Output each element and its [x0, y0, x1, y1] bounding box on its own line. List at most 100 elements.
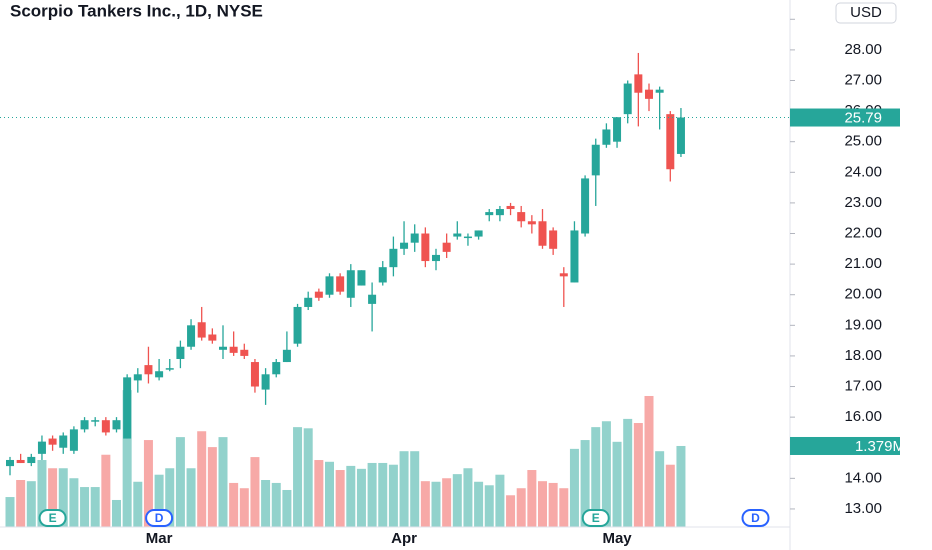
candle-body	[463, 236, 472, 239]
volume-bar	[676, 445, 686, 527]
volume-bar	[495, 474, 505, 527]
candle-body	[250, 362, 259, 387]
candle-body	[155, 371, 164, 378]
volume-bar	[665, 464, 675, 527]
candle-body	[378, 267, 387, 283]
candle-body	[219, 346, 227, 350]
volume-bar	[388, 464, 398, 527]
volume-bar	[58, 468, 68, 527]
candle-body	[80, 420, 89, 430]
volume-bar	[80, 487, 90, 527]
candle-body	[453, 233, 462, 237]
candle-body	[655, 89, 664, 93]
volume-bar	[346, 465, 356, 527]
candle-body	[27, 456, 36, 464]
candle-body	[91, 420, 100, 422]
volume-bar	[48, 468, 58, 527]
candle-body	[336, 276, 345, 292]
candle-body	[389, 248, 398, 268]
candle-body	[101, 420, 110, 433]
title-bg	[2, 0, 422, 24]
candle-body	[133, 374, 142, 381]
candle-body	[261, 374, 270, 390]
candle-body	[293, 306, 302, 344]
volume-label: 1.379M	[855, 438, 905, 455]
volume-bar	[122, 390, 132, 527]
volume-bar	[314, 460, 324, 527]
volume-bar	[293, 427, 303, 527]
candle-body	[506, 205, 515, 210]
volume-bar	[548, 482, 558, 527]
candle-body	[240, 349, 249, 356]
volume-bar	[143, 440, 153, 527]
candle-body	[485, 212, 494, 216]
y-tick-label: 27.00	[844, 71, 882, 88]
volume-bar	[26, 481, 36, 527]
event-marker	[145, 509, 174, 527]
candle-body	[613, 117, 622, 142]
chart-title: Scorpio Tankers Inc., 1D, NYSE	[10, 1, 263, 20]
volume-bar	[484, 485, 494, 527]
candle-body	[623, 83, 632, 115]
volume-bar	[559, 488, 569, 527]
volume-bar	[591, 427, 601, 527]
candle-body	[112, 420, 121, 430]
candle-body	[314, 291, 323, 298]
candle-body	[69, 429, 78, 451]
candle-body	[229, 346, 238, 353]
candle-body	[123, 377, 132, 439]
candle-body	[527, 221, 536, 225]
volume-bar	[644, 395, 654, 527]
y-tick-label: 24.00	[844, 163, 882, 180]
candle-body	[208, 334, 217, 341]
y-tick-label: 25.00	[844, 133, 882, 150]
candle-body	[676, 117, 685, 154]
event-marker	[581, 509, 610, 527]
candle-body	[591, 144, 600, 176]
volume-bar	[282, 489, 292, 527]
event-marker	[38, 509, 67, 527]
volume-bar	[101, 454, 111, 527]
y-tick-label: 14.00	[844, 469, 882, 486]
candle-body	[357, 270, 366, 286]
candle-body	[645, 89, 653, 99]
last-price-label: 25.79	[844, 109, 882, 126]
y-tick-label: 13.00	[844, 500, 882, 517]
volume-bar	[633, 423, 643, 527]
volume-bar	[516, 488, 526, 527]
currency-box[interactable]	[835, 2, 897, 24]
candle-body	[144, 365, 153, 375]
volume-bar	[16, 480, 26, 527]
candle-body	[37, 441, 46, 454]
volume-bar	[5, 497, 15, 527]
volume-bar	[271, 482, 281, 527]
x-tick-label: Mar	[146, 530, 173, 547]
candle-body	[474, 230, 483, 237]
volume-bar	[420, 481, 430, 527]
candle-body	[602, 129, 611, 145]
volume-bar	[612, 441, 622, 527]
event-label: E	[49, 511, 57, 525]
y-tick-label: 28.00	[844, 41, 882, 58]
candle-body	[6, 459, 14, 467]
volume-bar	[325, 461, 334, 527]
event-label: E	[592, 511, 600, 525]
y-tick-label: 22.00	[844, 224, 882, 241]
volume-bar	[154, 474, 164, 527]
last-price-box	[790, 108, 900, 127]
event-label: D	[155, 511, 164, 525]
candle-body	[400, 242, 409, 249]
candle-body	[570, 230, 579, 283]
candle-body	[538, 221, 547, 246]
volume-bar	[186, 468, 196, 527]
candle-body	[410, 233, 419, 243]
volume-bar	[239, 488, 249, 527]
currency-label[interactable]: USD	[850, 4, 882, 21]
candle-body	[666, 114, 675, 170]
volume-bar	[506, 495, 516, 527]
volume-bar	[335, 470, 345, 527]
candle-body	[559, 273, 568, 277]
volume-bar	[37, 460, 47, 527]
volume-bar	[452, 474, 462, 527]
